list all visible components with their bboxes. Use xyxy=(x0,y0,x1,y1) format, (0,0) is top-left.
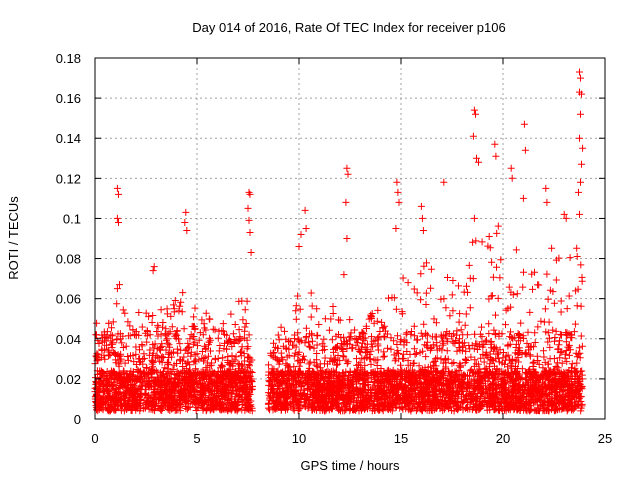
x-axis-ticks: 0 5 10 15 20 25 xyxy=(91,58,612,446)
x-tick-label: 25 xyxy=(598,431,612,446)
y-axis-ticks: 0 0.02 0.04 0.06 0.08 0.1 0.12 0.14 0.16 0.18 xyxy=(56,51,605,427)
roti-points xyxy=(91,68,587,415)
y-tick-label: 0.08 xyxy=(56,252,81,267)
y-tick-label: 0.16 xyxy=(56,91,81,106)
y-tick-label: 0.04 xyxy=(56,332,81,347)
y-axis-label: ROTI / TECUs xyxy=(6,196,21,280)
y-tick-label: 0.1 xyxy=(63,211,81,226)
chart-title: Day 014 of 2016, Rate Of TEC Index for r… xyxy=(192,20,505,35)
x-tick-label: 15 xyxy=(394,431,408,446)
x-tick-label: 5 xyxy=(193,431,200,446)
y-tick-label: 0.14 xyxy=(56,131,81,146)
data-points xyxy=(91,68,587,415)
plot-frame xyxy=(94,57,606,420)
x-tick-label: 0 xyxy=(91,431,98,446)
y-tick-label: 0.02 xyxy=(56,372,81,387)
y-tick-label: 0 xyxy=(74,412,81,427)
y-tick-label: 0.18 xyxy=(56,51,81,66)
y-tick-label: 0.12 xyxy=(56,171,81,186)
x-axis-label: GPS time / hours xyxy=(301,458,400,473)
x-tick-label: 10 xyxy=(292,431,306,446)
y-tick-label: 0.06 xyxy=(56,292,81,307)
x-tick-label: 20 xyxy=(496,431,510,446)
